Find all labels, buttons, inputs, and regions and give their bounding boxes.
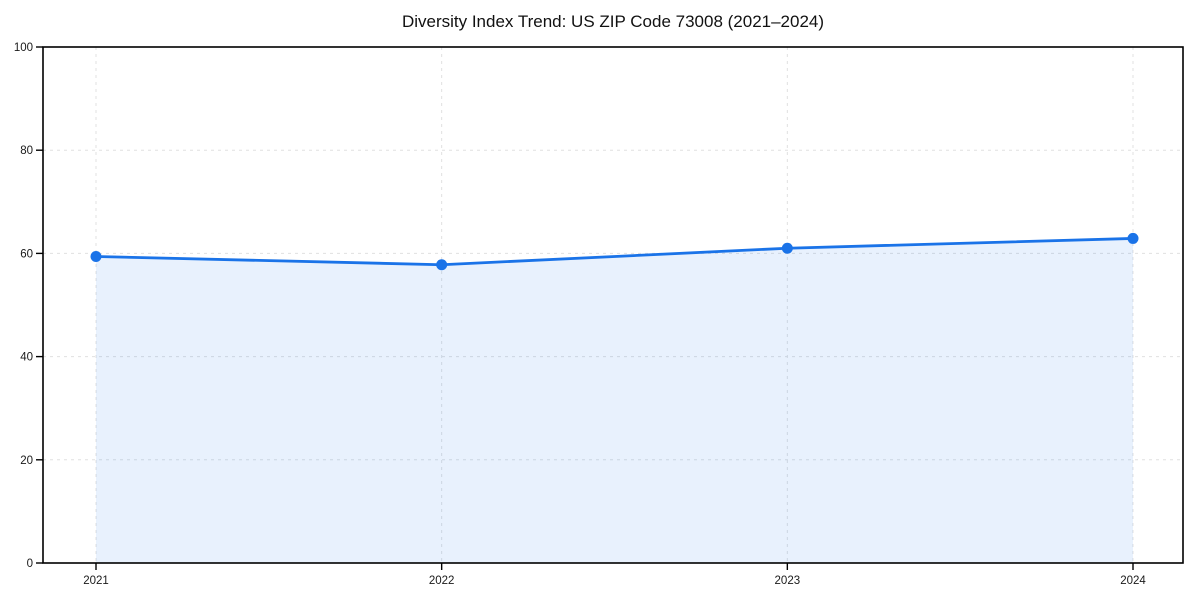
data-point [1127,232,1139,244]
y-axis-tick-label: 80 [20,145,33,157]
x-axis-tick-label: 2024 [1120,575,1146,587]
y-axis-tick-label: 40 [20,352,33,364]
x-axis-tick-label: 2022 [429,575,455,587]
y-axis-tick-label: 20 [20,455,33,467]
x-axis-tick-label: 2023 [775,575,801,587]
x-axis-tick-label: 2021 [83,575,109,587]
trend-line [94,237,1135,267]
chart-title: Diversity Index Trend: US ZIP Code 73008… [401,12,825,31]
y-axis-tick-label: 0 [27,558,33,570]
data-point [436,259,448,271]
area-fill [96,238,1133,563]
y-axis-tick-label: 60 [20,248,33,260]
data-point [90,250,102,262]
y-axis-tick-label: 100 [14,42,33,54]
data-point [781,242,793,254]
plot-border [42,46,1184,564]
